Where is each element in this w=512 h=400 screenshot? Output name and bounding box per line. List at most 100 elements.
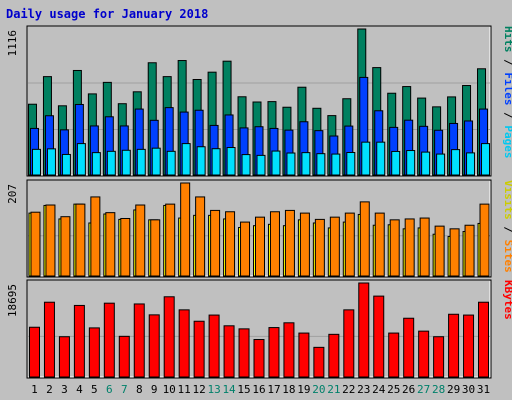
legend-item-pages: Pages [502,125,512,158]
bar-sites-day-12-body [195,196,206,277]
bar-sites-day-30 [464,224,475,277]
bar-pages-day-23-body [361,141,371,176]
x-label-day-21: 21 [327,383,340,396]
bar-pages-day-1-body [31,148,41,176]
bar-pages-day-9 [151,147,161,176]
x-label-day-7: 7 [121,383,128,396]
bar-sites-day-7 [120,217,131,277]
bar-pages-day-10-body [166,150,176,176]
bar-kbytes-day-21-body [328,333,340,378]
bar-sites-day-21 [329,216,340,277]
bar-kbytes-day-15-body [238,328,250,378]
x-label-day-5: 5 [91,383,98,396]
legend-item-files: Files [502,72,512,105]
bar-pages-day-24-body [376,141,386,176]
x-label-day-24: 24 [372,383,386,396]
bar-sites-day-8-body [135,204,146,277]
x-label-day-29: 29 [447,383,460,396]
bar-pages-day-19-body [301,152,311,176]
bar-pages-day-8-body [136,148,146,176]
bar-kbytes-day-23 [358,282,370,378]
bar-sites-day-14 [225,211,236,277]
bar-pages-day-21 [331,153,341,176]
bar-pages-day-18 [286,152,296,176]
bar-kbytes-day-31-body [478,301,490,378]
x-label-day-27: 27 [417,383,430,396]
bar-kbytes-day-31 [478,301,490,378]
bar-kbytes-day-24 [373,295,385,378]
bar-pages-day-20 [316,153,326,176]
bar-pages-day-25-body [391,150,401,176]
bar-sites-day-2 [45,204,56,277]
bar-pages-day-16-body [256,154,266,176]
bar-sites-day-14-body [225,211,236,277]
x-label-day-30: 30 [462,383,475,396]
bar-pages-day-13 [211,148,221,176]
bar-kbytes-day-30-body [463,314,475,378]
bar-sites-day-12 [195,196,206,277]
bar-kbytes-day-2-body [43,301,55,378]
bar-pages-day-12 [196,146,206,176]
bar-sites-day-19 [299,212,310,277]
legend-separator: / [502,53,512,73]
bar-pages-day-6-body [106,150,116,176]
bar-sites-day-24-body [374,212,385,277]
bar-pages-day-4-body [76,143,86,176]
bar-pages-day-22 [346,151,356,176]
bar-kbytes-day-1 [28,326,40,378]
bar-kbytes-day-4-body [73,304,85,378]
bar-pages-day-13-body [211,148,221,176]
bar-sites-day-23 [359,201,370,277]
bar-pages-day-15-body [241,154,251,176]
bar-kbytes-day-4 [73,304,85,378]
bar-kbytes-day-11-body [178,309,190,378]
panel-kbytes: 18695 KBytes [6,279,512,379]
bar-pages-day-10 [166,150,176,176]
legend-item-kbytes: KBytes [502,280,512,320]
x-label-day-17: 17 [267,383,280,396]
bar-sites-day-22 [344,212,355,277]
x-label-day-31: 31 [477,383,490,396]
bar-kbytes-day-18 [283,322,295,378]
legend-item-sites: Sites [502,240,512,273]
bar-kbytes-day-14 [223,325,235,378]
x-label-day-16: 16 [252,383,265,396]
bar-sites-day-10 [165,203,176,277]
x-label-day-6: 6 [106,383,113,396]
bar-kbytes-day-30 [463,314,475,378]
bar-sites-day-1-body [30,211,41,277]
bar-pages-day-14 [226,147,236,176]
bar-sites-day-10-body [165,203,176,277]
bar-sites-day-5 [90,196,101,277]
chart-title: Daily usage for January 2018 [6,7,208,21]
bar-kbytes-day-26 [403,317,415,378]
bar-kbytes-day-27 [418,330,430,378]
bar-sites-day-30-body [464,224,475,277]
bar-pages-day-30 [466,152,476,176]
bar-pages-day-4 [76,143,86,176]
bar-kbytes-day-16 [253,339,265,378]
bar-sites-day-21-body [329,216,340,277]
bar-pages-day-1 [31,148,41,176]
bar-kbytes-day-24-body [373,295,385,378]
bar-sites-day-17-body [269,211,280,277]
bar-pages-day-11-body [181,143,191,176]
bar-kbytes-day-6-body [103,302,115,378]
legend-separator: / [502,106,512,126]
bar-sites-day-27 [419,217,430,277]
bar-pages-day-26 [406,150,416,176]
y-max-label-hits-files-pages: 1116 [6,30,19,57]
bar-kbytes-day-20 [313,346,325,378]
bar-kbytes-day-5 [88,327,100,378]
bar-pages-day-2-body [46,148,56,176]
bar-pages-day-30-body [466,152,476,176]
bar-sites-day-25 [389,219,400,277]
bar-sites-day-11-body [180,182,191,277]
bar-sites-day-1 [30,211,41,277]
bar-pages-day-3-body [61,153,71,176]
bar-pages-day-25 [391,150,401,176]
x-label-day-3: 3 [61,383,68,396]
bar-sites-day-4-body [75,203,86,277]
bar-kbytes-day-11 [178,309,190,378]
